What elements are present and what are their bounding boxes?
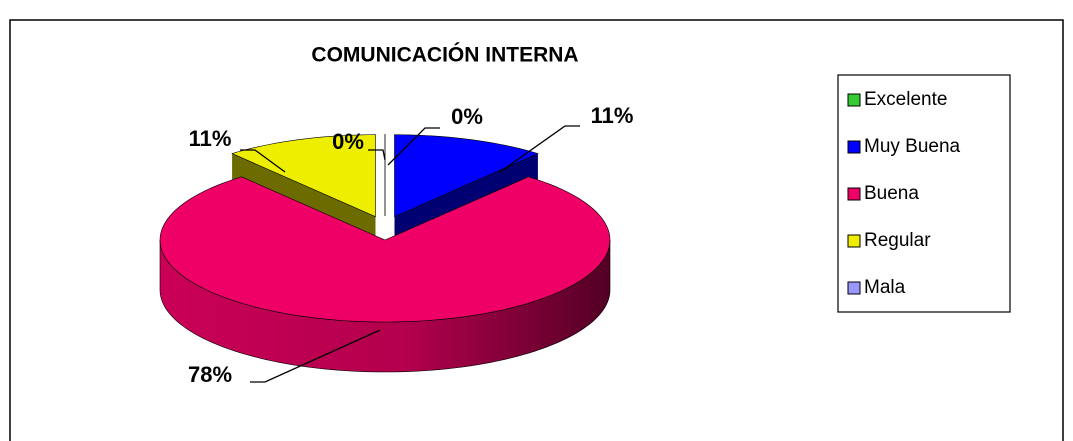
legend-swatch (847, 140, 861, 154)
leader-line (387, 127, 440, 166)
legend-label: Excelente (864, 89, 947, 110)
legend-label: Muy Buena (864, 136, 961, 157)
legend-label: Buena (864, 183, 919, 204)
data-label: 11% (189, 126, 232, 151)
slice (231, 134, 376, 218)
data-label: 0% (451, 104, 483, 129)
leader-line (240, 149, 286, 173)
legend-label: Regular (864, 230, 931, 251)
data-label: 11% (591, 103, 634, 128)
slice (159, 176, 611, 323)
leader-line (250, 329, 381, 383)
legend-swatch (847, 281, 861, 295)
data-label: 78% (188, 362, 232, 387)
legend-swatch (847, 93, 861, 107)
data-label: 0% (332, 129, 364, 154)
legend-swatch (847, 234, 861, 248)
legend-box (837, 74, 1011, 313)
leader-line (499, 125, 580, 173)
slice (394, 134, 539, 218)
chart-title: COMUNICACIÓN INTERNA (311, 43, 578, 67)
legend-label: Mala (864, 277, 906, 298)
leader-line (368, 149, 386, 161)
legend-swatch (847, 187, 861, 201)
